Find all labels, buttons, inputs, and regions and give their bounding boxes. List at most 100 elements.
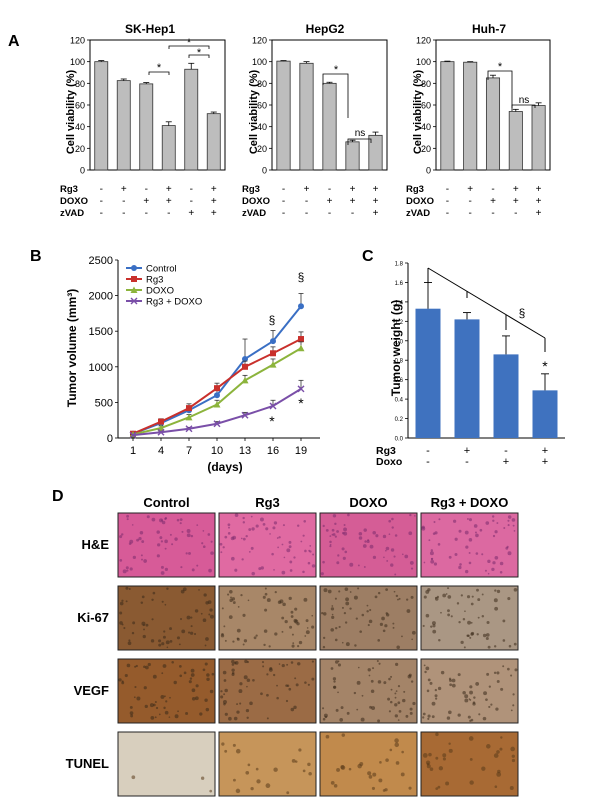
y-axis-label-hepg2: Cell viability (%) bbox=[248, 69, 260, 154]
y-tick-label: 100 bbox=[252, 57, 267, 67]
star-day16: * bbox=[269, 413, 275, 429]
legend-marker-rg3-doxo bbox=[130, 297, 138, 305]
y-tick-label: 80 bbox=[421, 79, 431, 89]
y-tick-label: 0 bbox=[262, 166, 267, 176]
histology-tile-tunel-4 bbox=[420, 731, 519, 797]
condition-table-hepg2: Rg3- + - + +DOXO - - + + +zVAD - - - - + bbox=[242, 184, 379, 219]
y-tick-label: 1500 bbox=[89, 326, 113, 338]
histology-tile-vegf-2 bbox=[218, 658, 317, 724]
legend-marker-doxo bbox=[130, 286, 138, 293]
y-tick-label: 80 bbox=[257, 79, 267, 89]
bracket-hepg2-1 bbox=[322, 73, 349, 118]
bracket-sk-hep1-2 bbox=[168, 45, 210, 49]
condition-symbol: + bbox=[490, 196, 496, 207]
condition-symbol: - bbox=[504, 445, 508, 457]
legend-marker-rg3 bbox=[131, 276, 137, 282]
y-ticks-tumor-weight: 0.0 0.2 0.4 0.6 0.8 1.0 1.2 1.4 1.6 1.8 bbox=[395, 262, 408, 443]
star-sk-hep1-2: * bbox=[187, 37, 192, 49]
histology-row-label-h-e: H&E bbox=[82, 537, 110, 552]
bar-huh-7-4 bbox=[508, 111, 523, 171]
x-tick-label: 10 bbox=[211, 445, 223, 457]
condition-label-doxo: DOXO bbox=[406, 196, 434, 207]
point-rg3 bbox=[214, 385, 220, 392]
y-tick-label: 40 bbox=[421, 122, 431, 132]
point-rg3-doxo bbox=[129, 431, 137, 439]
section-mark-weight: § bbox=[519, 306, 526, 320]
condition-symbol: - bbox=[100, 208, 103, 219]
panel-letter-a: A bbox=[8, 33, 20, 50]
condition-symbol: + bbox=[373, 184, 379, 195]
chart-tumor-volume: Tumor volume (mm³) 05001000150020002500 … bbox=[65, 255, 320, 474]
bars-tumor-weight bbox=[415, 281, 558, 438]
chart-sk-hep1: SK-Hep1 Cell viability (%) 0 20 40 60 80 100 1… bbox=[60, 22, 226, 219]
histology-tile-vegf-4 bbox=[420, 658, 519, 724]
histology-tile-tunel-1 bbox=[117, 731, 216, 797]
condition-symbol: + bbox=[211, 184, 217, 195]
point-rg3 bbox=[186, 405, 192, 412]
condition-symbol: + bbox=[304, 184, 310, 195]
y-tick-label: 120 bbox=[252, 36, 267, 46]
condition-label-rg3: Rg3 bbox=[406, 184, 424, 195]
y-tick-label: 60 bbox=[421, 101, 431, 111]
condition-symbol: - bbox=[514, 208, 517, 219]
condition-symbol: - bbox=[145, 184, 148, 195]
y-tick-label: 1.2 bbox=[395, 320, 404, 326]
condition-label-zvad: zVAD bbox=[406, 208, 430, 219]
y-tick-label: 2000 bbox=[89, 291, 113, 303]
condition-symbol: + bbox=[542, 456, 548, 468]
histology-row-label-vegf: VEGF bbox=[74, 683, 109, 698]
plot-frame-sk-hep1 bbox=[89, 39, 226, 171]
condition-symbol: - bbox=[167, 208, 170, 219]
y-tick-label: 500 bbox=[95, 397, 113, 409]
condition-symbol: + bbox=[166, 184, 172, 195]
ns-hepg2: ns bbox=[355, 128, 366, 139]
y-tick-label: 1.0 bbox=[395, 339, 404, 345]
histology-row-label-ki-67: Ki-67 bbox=[77, 610, 109, 625]
condition-symbol: + bbox=[143, 196, 149, 207]
histology-tile-ki-67-2 bbox=[218, 585, 317, 651]
y-tick-label: 0.0 bbox=[395, 437, 404, 443]
condition-symbol: + bbox=[536, 208, 542, 219]
condition-symbol: - bbox=[426, 456, 430, 468]
y-axis-label-tumor-weight: Tumor weight (g) bbox=[389, 300, 403, 396]
condition-symbol: + bbox=[121, 184, 127, 195]
condition-label-doxo: DOXO bbox=[242, 196, 270, 207]
bar-huh-7-3 bbox=[485, 77, 501, 171]
bars-huh-7 bbox=[440, 60, 546, 171]
histology-column-label: Control bbox=[143, 495, 189, 510]
condition-symbol: - bbox=[305, 208, 308, 219]
condition-symbol: + bbox=[350, 184, 356, 195]
condition-label-zvad: zVAD bbox=[60, 208, 84, 219]
panel-letter-c: C bbox=[362, 248, 374, 265]
y-tick-label: 0 bbox=[80, 166, 85, 176]
condition-symbol: + bbox=[536, 184, 542, 195]
point-doxo bbox=[269, 361, 277, 368]
point-doxo bbox=[297, 344, 305, 352]
series-tumor-volume bbox=[129, 293, 305, 439]
y-tick-label: 120 bbox=[70, 36, 85, 46]
condition-symbol: + bbox=[542, 445, 548, 457]
significance-hepg2: * ns bbox=[322, 64, 372, 145]
histology-tile-h-e-1 bbox=[117, 512, 216, 578]
condition-symbol: - bbox=[328, 184, 331, 195]
condition-symbol: + bbox=[166, 196, 172, 207]
histology-tile-ki-67-4 bbox=[420, 585, 519, 651]
weight-bar-3 bbox=[493, 354, 519, 438]
histology-tile-ki-67-1 bbox=[117, 585, 216, 651]
bar-sk-hep1-6 bbox=[206, 113, 221, 171]
condition-symbol: + bbox=[536, 196, 542, 207]
x-tick-label: 4 bbox=[158, 445, 164, 457]
bar-hepg2-3 bbox=[322, 82, 337, 171]
histology-tile-ki-67-3 bbox=[319, 585, 418, 651]
y-tick-label: 40 bbox=[75, 122, 85, 132]
condition-symbol: + bbox=[373, 208, 379, 219]
y-tick-label: 120 bbox=[416, 36, 431, 46]
x-tick-label: 13 bbox=[239, 445, 251, 457]
point-control bbox=[298, 303, 304, 310]
condition-symbol: + bbox=[513, 184, 519, 195]
histology-tile-h-e-4 bbox=[420, 512, 519, 578]
condition-symbol: - bbox=[469, 196, 472, 207]
point-rg3-doxo bbox=[185, 425, 193, 433]
point-doxo bbox=[157, 424, 165, 432]
condition-symbol: - bbox=[282, 196, 285, 207]
